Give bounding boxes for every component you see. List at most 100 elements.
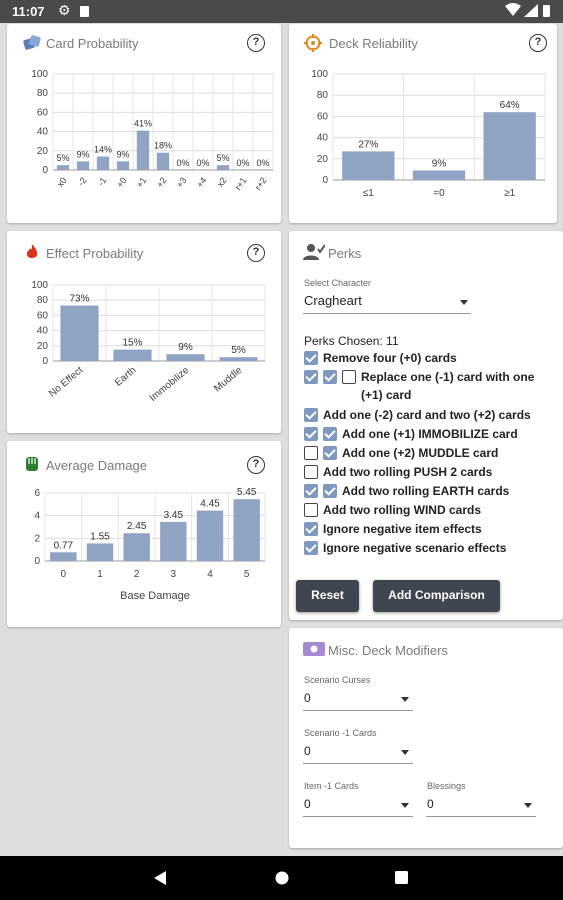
data-label: 15% — [122, 338, 142, 349]
bar — [116, 161, 130, 170]
data-label: 9% — [178, 342, 193, 353]
perk-checkbox-checked[interactable] — [304, 408, 318, 422]
chevron-down-icon — [401, 750, 409, 755]
blessings-value: 0 — [427, 797, 434, 811]
recents-icon[interactable] — [395, 871, 408, 884]
perk-item: Add one (+2) MUDDLE card — [304, 446, 549, 462]
chevron-down-icon — [524, 803, 532, 808]
perk-label: Add two rolling EARTH cards — [342, 484, 510, 498]
scenario-minus1-select[interactable]: 0 — [303, 740, 413, 764]
perk-checkbox-checked[interactable] — [323, 484, 337, 498]
card-title: Average Damage — [46, 458, 147, 473]
bar — [60, 305, 99, 361]
bar — [342, 151, 395, 180]
x-tick-label: 5 — [244, 569, 250, 580]
perk-checkbox-checked[interactable] — [323, 446, 337, 460]
help-icon[interactable]: ? — [529, 34, 547, 52]
y-tick-label: 0 — [42, 356, 48, 367]
average-damage-chart: 0 2 4 6 0.77 0 1.55 1 2.45 2 3.45 3 4.45 4 5.45 5 Base D… — [34, 487, 266, 602]
scenario-curses-select[interactable]: 0 — [303, 687, 413, 711]
y-tick-label: 60 — [37, 310, 49, 321]
home-icon[interactable] — [275, 871, 289, 885]
y-tick-label: 40 — [37, 127, 49, 138]
effect-probability-chart: 0 20 40 60 80 100 73% No Effect 15% Earth 9% Immobi… — [31, 280, 266, 404]
help-icon[interactable]: ? — [247, 456, 265, 474]
character-select[interactable]: Cragheart — [303, 290, 471, 314]
x-tick-label: 0 — [61, 569, 67, 580]
y-tick-label: 80 — [37, 88, 49, 99]
perk-checkbox-checked[interactable] — [323, 427, 337, 441]
perk-checkbox-checked[interactable] — [304, 484, 318, 498]
perk-label: Add two rolling PUSH 2 cards — [323, 465, 493, 479]
data-label: 3.45 — [164, 510, 184, 521]
x-tick-label: ≤1 — [363, 188, 374, 199]
perk-checkbox-checked[interactable] — [304, 522, 318, 536]
deck-reliability-card: Deck Reliability ? 0 20 40 60 80 100 27% ≤1 9% =0… — [289, 24, 557, 223]
select-underline — [426, 816, 536, 817]
perk-label: Ignore negative item effects — [323, 522, 482, 536]
y-tick-label: 0 — [34, 556, 40, 567]
reset-button[interactable]: Reset — [296, 580, 359, 612]
perk-checkbox-unchecked[interactable] — [342, 370, 356, 384]
bar — [96, 156, 110, 170]
data-label: 5% — [56, 153, 69, 163]
chevron-down-icon — [460, 300, 468, 305]
help-icon[interactable]: ? — [247, 244, 265, 262]
item-minus1-label: Item -1 Cards — [304, 781, 359, 791]
person-icon — [303, 244, 325, 260]
x-tick-label: Muddle — [212, 365, 245, 395]
data-label: 0% — [256, 158, 269, 168]
perk-label: Add one (-2) card and two (+2) cards — [323, 408, 531, 422]
y-tick-label: 80 — [37, 295, 49, 306]
perk-checkbox-checked[interactable] — [304, 351, 318, 365]
bar — [76, 161, 90, 170]
x-tick-label: r+2 — [253, 175, 269, 192]
item-minus1-select[interactable]: 0 — [303, 793, 413, 817]
card-probability-chart: 0 20 40 60 80 100 5% x0 9% -2 14% -1 9% +0 41% +1 18% +2 0… — [31, 69, 274, 192]
y-tick-label: 100 — [31, 280, 48, 291]
y-tick-label: 4 — [34, 511, 40, 522]
item-minus1-value: 0 — [304, 797, 311, 811]
x-tick-label: x2 — [215, 175, 229, 189]
card-title: Effect Probability — [46, 246, 144, 261]
x-tick-label: -2 — [76, 175, 89, 187]
perk-checkbox-checked[interactable] — [304, 541, 318, 555]
signal-icon — [524, 4, 538, 17]
y-tick-label: 100 — [31, 69, 48, 80]
back-icon[interactable] — [154, 871, 167, 885]
bar — [123, 533, 150, 561]
add-comparison-button[interactable]: Add Comparison — [373, 580, 500, 612]
perk-checkbox-unchecked[interactable] — [304, 503, 318, 517]
perk-item: Add two rolling PUSH 2 cards — [304, 465, 549, 481]
perk-item: Add two rolling EARTH cards — [304, 484, 549, 500]
status-bar: 11:07 ⚙ — [0, 0, 563, 23]
data-label: 5% — [231, 345, 246, 356]
perk-checkbox-unchecked[interactable] — [304, 446, 318, 460]
wifi-icon — [505, 3, 521, 16]
data-label: 0% — [196, 158, 209, 168]
help-icon[interactable]: ? — [247, 34, 265, 52]
perk-checkbox-checked[interactable] — [304, 370, 318, 384]
data-label: 64% — [500, 100, 520, 111]
blessings-select[interactable]: 0 — [426, 793, 536, 817]
select-underline — [303, 710, 413, 711]
perk-checkbox-unchecked[interactable] — [304, 465, 318, 479]
battery-icon — [543, 5, 550, 17]
x-tick-label: 2 — [134, 569, 140, 580]
x-tick-label: Earth — [113, 365, 138, 389]
x-tick-label: +2 — [155, 175, 169, 189]
misc-modifiers-card — [289, 628, 563, 848]
data-label: 5.45 — [237, 487, 257, 498]
y-tick-label: 2 — [34, 533, 40, 544]
card-title: Deck Reliability — [329, 36, 418, 51]
perks-chosen-count: Perks Chosen: 11 — [304, 334, 399, 348]
sd-card-icon — [80, 6, 89, 17]
select-underline — [303, 816, 413, 817]
perks-card — [289, 231, 563, 620]
y-tick-label: 40 — [317, 133, 329, 144]
perk-checkbox-checked[interactable] — [304, 427, 318, 441]
scenario-minus1-label: Scenario -1 Cards — [304, 728, 377, 738]
data-label: 14% — [94, 145, 112, 155]
data-label: 0% — [236, 158, 249, 168]
perk-checkbox-checked[interactable] — [323, 370, 337, 384]
